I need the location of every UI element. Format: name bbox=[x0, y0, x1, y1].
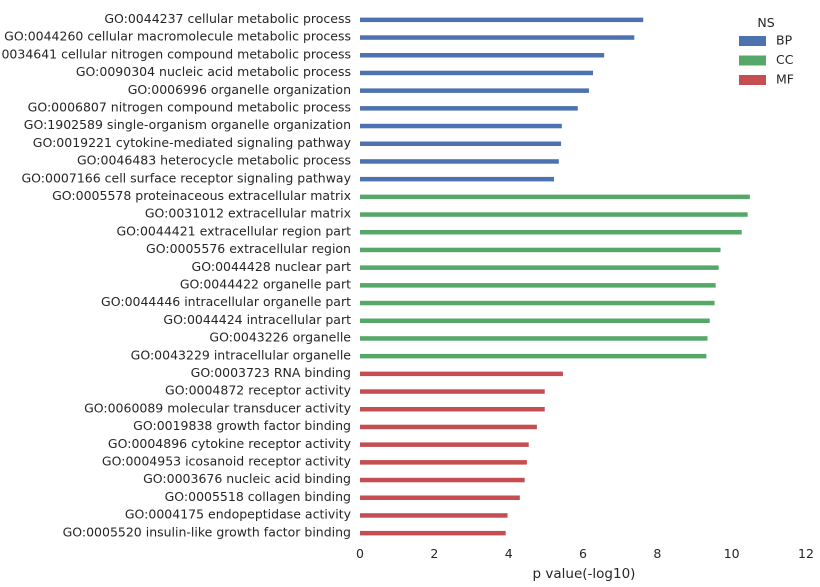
category-label: GO:0005520 insulin-like growth factor bi… bbox=[63, 524, 351, 539]
bar-go-0005520 bbox=[360, 530, 506, 536]
legend-swatch-cc bbox=[739, 55, 766, 66]
bar-go-0043229 bbox=[360, 353, 707, 359]
bar-go-0034641 bbox=[360, 53, 605, 58]
category-label: GO:0031012 extracellular matrix bbox=[145, 206, 351, 221]
bar-go-0005518 bbox=[360, 495, 520, 500]
bar-go-0044446 bbox=[360, 300, 715, 306]
bar-go-0044424 bbox=[360, 318, 710, 323]
bar-go-0004872 bbox=[360, 389, 545, 394]
bar-go-0046483 bbox=[360, 159, 559, 164]
bar-go-0044237 bbox=[360, 17, 644, 23]
legend-label-cc: CC bbox=[776, 52, 794, 67]
category-label: GO:0046483 heterocycle metabolic process bbox=[77, 153, 351, 168]
legend-entries: BP CC MF bbox=[739, 33, 794, 87]
bar-go-0044260 bbox=[360, 35, 635, 40]
bars-group bbox=[360, 17, 750, 536]
bar-go-0004953 bbox=[360, 460, 527, 465]
bar-go-0090304 bbox=[360, 70, 594, 76]
bar-go-0019221 bbox=[360, 141, 562, 146]
x-tick-label: 12 bbox=[798, 546, 814, 561]
category-label: GO:0044424 intracellular part bbox=[163, 312, 351, 327]
category-label: GO:0034641 cellular nitrogen compound me… bbox=[0, 46, 351, 61]
legend-label-bp: BP bbox=[776, 33, 793, 48]
category-label: GO:0044422 organelle part bbox=[180, 277, 351, 292]
category-label: GO:0005518 collagen binding bbox=[165, 489, 351, 504]
x-axis-label: p value(-log10) bbox=[533, 566, 636, 582]
bar-go-0006996 bbox=[360, 88, 589, 93]
x-axis-ticks-group: 0 2 4 6 8 10 12 bbox=[356, 546, 814, 561]
bar-go-1902589 bbox=[360, 123, 562, 129]
category-label: GO:0044421 extracellular region part bbox=[116, 223, 351, 238]
x-tick-label: 0 bbox=[356, 546, 364, 561]
category-labels-group: GO:0044237 cellular metabolic process GO:… bbox=[0, 11, 352, 539]
legend-swatch-bp bbox=[739, 36, 766, 46]
category-label: GO:0003676 nucleic acid binding bbox=[143, 471, 351, 486]
category-label: GO:0006996 organelle organization bbox=[128, 82, 351, 97]
x-tick-label: 6 bbox=[579, 546, 587, 561]
category-label: GO:0043226 organelle bbox=[209, 330, 351, 345]
legend-swatch-mf bbox=[739, 75, 766, 85]
bar-go-0003723 bbox=[360, 371, 563, 377]
category-label: GO:0019221 cytokine-mediated signaling p… bbox=[33, 135, 352, 150]
category-label: GO:0060089 molecular transducer activity bbox=[84, 400, 352, 415]
bar-go-0019838 bbox=[360, 424, 537, 430]
bar-go-0060089 bbox=[360, 407, 545, 412]
category-label: GO:0090304 nucleic acid metabolic proces… bbox=[76, 64, 351, 79]
bar-go-0005576 bbox=[360, 247, 721, 253]
bar-go-0007166 bbox=[360, 176, 555, 182]
category-label: GO:0044428 nuclear part bbox=[192, 259, 352, 274]
category-label: GO:0019838 growth factor binding bbox=[133, 418, 351, 433]
category-label: GO:0044260 cellular macromolecule metabo… bbox=[4, 29, 351, 44]
bar-go-0004175 bbox=[360, 513, 508, 518]
legend-title: NS bbox=[757, 15, 774, 30]
category-label: GO:0043229 intracellular organelle bbox=[131, 347, 352, 362]
x-tick-label: 10 bbox=[724, 546, 740, 561]
bar-go-0044421 bbox=[360, 230, 742, 235]
bar-go-0004896 bbox=[360, 442, 529, 447]
bar-go-0005578 bbox=[360, 194, 750, 200]
category-label: GO:0044446 intracellular organelle part bbox=[101, 294, 351, 309]
category-label: GO:0004175 endopeptidase activity bbox=[125, 507, 352, 522]
bar-go-0006807 bbox=[360, 106, 578, 111]
x-tick-label: 8 bbox=[653, 546, 661, 561]
category-label: GO:0003723 RNA binding bbox=[191, 365, 351, 380]
category-label: GO:0007166 cell surface receptor signali… bbox=[21, 170, 351, 185]
category-label: GO:0004896 cytokine receptor activity bbox=[108, 436, 352, 451]
bar-go-0003676 bbox=[360, 477, 525, 483]
bar-go-0044422 bbox=[360, 283, 716, 288]
x-tick-label: 2 bbox=[430, 546, 438, 561]
category-label: GO:0006807 nitrogen compound metabolic p… bbox=[28, 100, 351, 115]
legend: NS BP CC MF bbox=[739, 15, 794, 87]
bar-go-0044428 bbox=[360, 265, 719, 270]
category-label: GO:0044237 cellular metabolic process bbox=[104, 11, 351, 26]
x-tick-label: 4 bbox=[505, 546, 513, 561]
category-label: GO:1902589 single-organism organelle org… bbox=[24, 117, 351, 132]
bar-go-0043226 bbox=[360, 336, 708, 341]
category-label: GO:0004953 icosanoid receptor activity bbox=[102, 454, 352, 469]
bar-go-0031012 bbox=[360, 212, 748, 217]
category-label: GO:0005576 extracellular region bbox=[146, 241, 351, 256]
legend-label-mf: MF bbox=[776, 72, 794, 87]
category-label: GO:0004872 receptor activity bbox=[165, 383, 352, 398]
category-label: GO:0005578 proteinaceous extracellular m… bbox=[52, 188, 351, 203]
